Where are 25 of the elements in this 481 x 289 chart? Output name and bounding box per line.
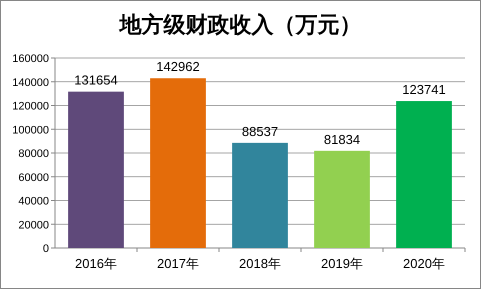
data-label: 81834 <box>324 132 360 147</box>
data-label: 88537 <box>242 124 278 139</box>
bar <box>314 150 370 248</box>
y-tick-label: 160000 <box>12 53 49 65</box>
x-tick-label: 2020年 <box>403 256 445 271</box>
y-tick-label: 100000 <box>12 124 49 136</box>
x-tick-label: 2017年 <box>157 256 199 271</box>
y-tick-label: 120000 <box>12 100 49 112</box>
x-tick-label: 2018年 <box>239 256 281 271</box>
data-label: 142962 <box>156 59 200 74</box>
y-tick-label: 140000 <box>12 76 49 89</box>
data-label: 123741 <box>402 82 446 98</box>
x-tick-label: 2019年 <box>321 256 363 271</box>
y-tick-label: 40000 <box>18 196 49 208</box>
bar <box>150 78 206 248</box>
y-tick-label: 60000 <box>18 172 49 184</box>
data-label: 131654 <box>74 72 118 88</box>
bar <box>396 101 452 248</box>
bar <box>68 92 124 248</box>
y-tick-label: 20000 <box>18 219 49 232</box>
chart-title: 地方级财政收入（万元） <box>118 12 362 37</box>
bar <box>232 142 288 248</box>
y-tick-label: 80000 <box>18 148 49 160</box>
y-tick-label: 0 <box>42 243 49 255</box>
x-tick-label: 2016年 <box>75 256 117 271</box>
